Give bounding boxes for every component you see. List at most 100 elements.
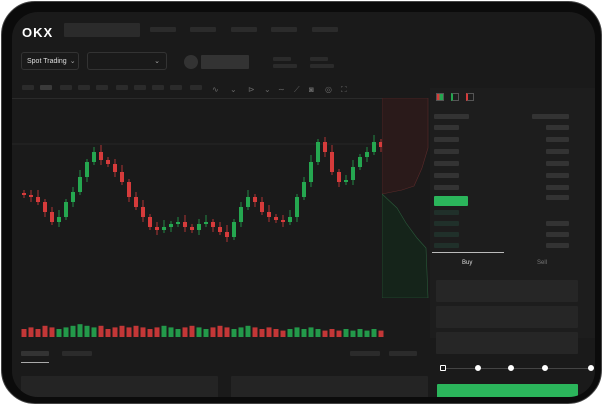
nav-item[interactable] (190, 27, 216, 32)
timeframe-button[interactable] (170, 85, 182, 90)
ruler-icon[interactable]: ⟋ (294, 85, 300, 94)
volume-bar (161, 325, 167, 337)
both-sides-icon[interactable] (436, 93, 444, 101)
candle (176, 222, 180, 224)
volume-bar (182, 327, 188, 337)
asks-icon[interactable] (466, 93, 474, 101)
volume-bar (259, 329, 265, 337)
search-placeholder[interactable] (64, 23, 140, 37)
volume-bar (77, 324, 83, 337)
bid-size (546, 221, 569, 226)
volume-bar (28, 327, 34, 337)
price-input[interactable] (436, 280, 578, 302)
nav-item[interactable] (150, 27, 176, 32)
candle (57, 217, 61, 222)
tab-buy[interactable]: Buy (462, 260, 473, 266)
candle (99, 152, 103, 160)
filter-option[interactable] (389, 351, 417, 356)
volume-bar (343, 329, 349, 337)
candle (267, 212, 271, 217)
timeframe-button[interactable] (190, 85, 202, 90)
candle (358, 157, 362, 167)
chevron-down-icon: ⌄ (69, 58, 76, 65)
ask-size (546, 173, 569, 178)
tab-open-orders[interactable] (21, 351, 49, 356)
volume-bar (210, 327, 216, 337)
timeframe-button[interactable] (60, 85, 72, 90)
candle (218, 227, 222, 232)
volume-bar (378, 330, 384, 337)
slider-step[interactable] (440, 365, 446, 371)
stat-value (310, 64, 334, 68)
volume-bar (133, 325, 139, 337)
tab-order-history[interactable] (62, 351, 92, 356)
candle (302, 182, 306, 197)
volume-bar (308, 327, 314, 337)
line-icon[interactable]: ∼ (278, 85, 285, 94)
app-screen: OKX Spot Trading ⌄ ⌄ ∿ ⌄ ⊳ ⌄ ∼ ⟋ ◙ ◎ ⛶ Buy Sell (12, 12, 595, 397)
volume-bar (336, 330, 342, 337)
ask-price (434, 125, 459, 130)
filter-option[interactable] (350, 351, 380, 356)
volume-bar (21, 329, 27, 337)
candle (337, 172, 341, 182)
volume-bar (217, 325, 223, 337)
amount-slider[interactable] (442, 368, 590, 369)
timeframe-button[interactable] (78, 85, 90, 90)
volume-bar (147, 329, 153, 337)
timeframe-button[interactable] (152, 85, 164, 90)
tab-sell[interactable]: Sell (537, 260, 548, 266)
candle (211, 222, 215, 227)
chevron-down-icon[interactable]: ⌄ (230, 85, 237, 94)
volume-bar (329, 329, 335, 337)
ask-price (434, 137, 459, 142)
candle (288, 217, 292, 222)
bids-icon[interactable] (451, 93, 459, 101)
nav-item[interactable] (231, 27, 257, 32)
indicator-icon[interactable]: ∿ (212, 85, 219, 94)
volume-bar (189, 325, 195, 337)
bid-size (546, 232, 569, 237)
bid-price (434, 210, 459, 215)
volume-bar (280, 330, 286, 337)
camera-icon[interactable]: ◙ (309, 85, 314, 94)
timeframe-button[interactable] (134, 85, 146, 90)
draw-icon[interactable]: ⊳ (248, 85, 255, 94)
timeframe-button[interactable] (116, 85, 128, 90)
settings-icon[interactable]: ◎ (325, 85, 332, 94)
candlestick-chart[interactable] (12, 98, 422, 338)
candle (113, 164, 117, 172)
total-input[interactable] (436, 332, 578, 354)
volume-bar (350, 330, 356, 337)
volume-bar (91, 327, 97, 337)
timeframe-button[interactable] (22, 85, 34, 90)
candle (260, 202, 264, 212)
ask-price (434, 161, 459, 166)
chevron-down-icon[interactable]: ⌄ (264, 85, 271, 94)
divider (12, 98, 422, 99)
buy-button[interactable] (437, 384, 578, 397)
slider-step[interactable] (588, 365, 594, 371)
timeframe-button[interactable] (40, 85, 52, 90)
candle (225, 232, 229, 237)
slider-step[interactable] (542, 365, 548, 371)
candle (106, 160, 110, 164)
market-select[interactable]: Spot Trading ⌄ (21, 52, 79, 70)
ask-price (434, 185, 459, 190)
candle (239, 207, 243, 222)
volume-bar (63, 327, 69, 337)
nav-item[interactable] (271, 27, 297, 32)
amount-input[interactable] (436, 306, 578, 328)
volume-bar (287, 329, 293, 337)
ask-size (546, 185, 569, 190)
slider-step[interactable] (475, 365, 481, 371)
timeframe-button[interactable] (96, 85, 108, 90)
pair-select[interactable]: ⌄ (87, 52, 167, 70)
candle (169, 224, 173, 227)
slider-step[interactable] (508, 365, 514, 371)
candle (22, 193, 26, 195)
fullscreen-icon[interactable]: ⛶ (341, 85, 347, 94)
volume-bar (357, 329, 363, 337)
nav-item[interactable] (312, 27, 338, 32)
candle (309, 162, 313, 182)
